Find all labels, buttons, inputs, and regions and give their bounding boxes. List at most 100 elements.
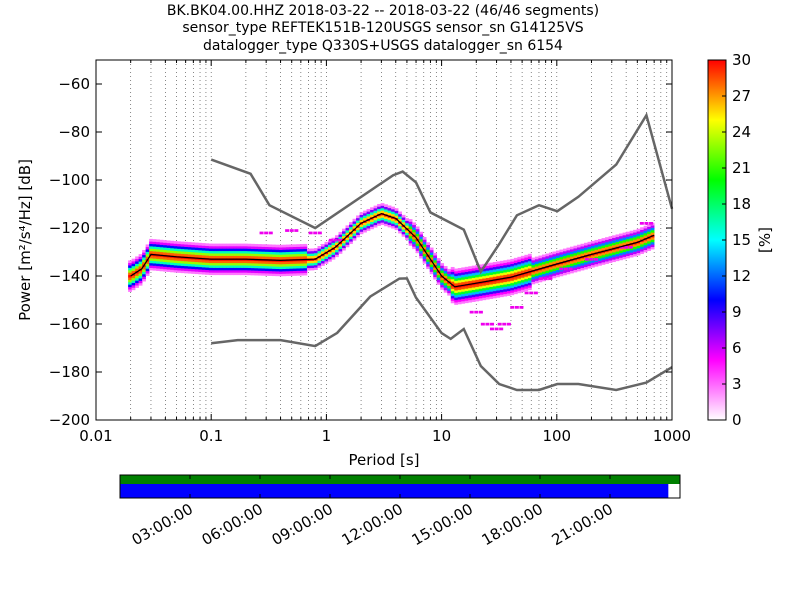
density-cell — [587, 256, 592, 259]
density-cell — [485, 296, 490, 300]
density-cell — [598, 248, 602, 252]
density-cell — [128, 272, 132, 276]
density-cell — [573, 262, 578, 266]
density-cell — [138, 266, 143, 269]
density-cell — [587, 258, 592, 262]
density-cell — [580, 243, 585, 247]
density-cell — [145, 261, 150, 264]
density-cell — [138, 270, 143, 274]
density-cell — [636, 228, 641, 232]
density-cell — [222, 272, 227, 276]
density-cell — [573, 267, 578, 270]
density-cell — [212, 248, 217, 252]
density-cell — [619, 247, 623, 251]
density-cell-outlier — [628, 246, 633, 249]
density-cell — [173, 260, 178, 263]
density-cell — [559, 256, 564, 260]
density-cell — [513, 272, 518, 275]
colorbar-tick-label: 21 — [732, 159, 751, 177]
density-cell — [457, 270, 462, 274]
density-cell — [612, 235, 616, 239]
density-cell — [370, 214, 374, 218]
density-cell — [184, 258, 189, 262]
density-cell — [457, 294, 462, 298]
density-cell — [313, 248, 318, 251]
density-cell — [215, 250, 220, 254]
density-cell — [612, 256, 616, 260]
density-cell — [534, 270, 539, 274]
density-cell — [531, 260, 536, 263]
density-cell — [299, 256, 304, 259]
density-cell — [299, 263, 304, 266]
density-cell — [159, 258, 164, 262]
density-cell — [412, 222, 416, 226]
density-cell — [191, 261, 196, 265]
density-cell — [285, 254, 290, 257]
density-cell — [268, 273, 273, 276]
data-availability-bar — [120, 475, 680, 484]
density-cell — [619, 255, 623, 258]
density-cell-outlier — [485, 322, 490, 326]
density-cell — [219, 270, 224, 273]
timeline-tick-label: 15:00:00 — [409, 500, 476, 549]
density-cell — [468, 275, 473, 279]
density-cell — [636, 235, 641, 239]
density-cell — [236, 272, 241, 276]
density-cell — [559, 263, 564, 267]
density-cell — [377, 206, 381, 210]
density-cell — [191, 266, 196, 270]
density-cell — [619, 252, 623, 256]
density-cell — [338, 243, 343, 247]
density-cell — [163, 242, 167, 246]
density-cell — [555, 274, 560, 278]
density-cell — [643, 240, 648, 243]
density-cell — [257, 272, 262, 276]
density-cell — [566, 250, 571, 253]
density-cell — [271, 249, 276, 253]
density-cell — [443, 280, 448, 284]
density-cell — [335, 249, 339, 253]
density-cell — [184, 263, 189, 267]
density-cell — [138, 273, 143, 277]
density-cell — [506, 293, 511, 296]
density-cell — [527, 287, 532, 291]
density-cell — [296, 253, 301, 257]
density-cell — [145, 273, 150, 276]
density-cell — [170, 262, 175, 266]
density-cell — [226, 262, 231, 266]
density-cell — [299, 253, 304, 257]
density-cell — [636, 250, 641, 254]
density-cell — [366, 208, 371, 212]
density-cell — [180, 251, 185, 254]
density-cell — [261, 253, 266, 257]
density-cell — [243, 272, 248, 276]
density-cell — [131, 275, 136, 279]
density-cell — [401, 229, 406, 232]
density-cell — [517, 283, 522, 286]
density-cell — [166, 259, 171, 263]
density-cell — [510, 266, 515, 269]
density-cell — [264, 251, 269, 255]
density-cell — [394, 220, 399, 223]
density-cell — [208, 267, 213, 271]
density-cell — [261, 248, 266, 252]
density-cell — [594, 242, 599, 246]
density-cell — [219, 265, 224, 268]
density-cell — [534, 256, 539, 260]
density-cell — [598, 255, 602, 259]
density-cell — [436, 282, 441, 285]
density-cell — [342, 233, 346, 237]
density-cell — [496, 285, 501, 289]
density-cell — [173, 269, 178, 273]
density-cell — [233, 262, 238, 266]
density-cell — [615, 248, 620, 252]
density-cell — [370, 209, 374, 213]
density-cell — [601, 247, 606, 251]
density-cell — [317, 258, 322, 261]
density-cell — [306, 248, 311, 252]
density-cell — [492, 295, 497, 299]
density-cell — [629, 240, 634, 244]
density-cell — [159, 268, 164, 272]
density-cell-outlier — [490, 322, 495, 326]
density-cell — [135, 275, 139, 279]
